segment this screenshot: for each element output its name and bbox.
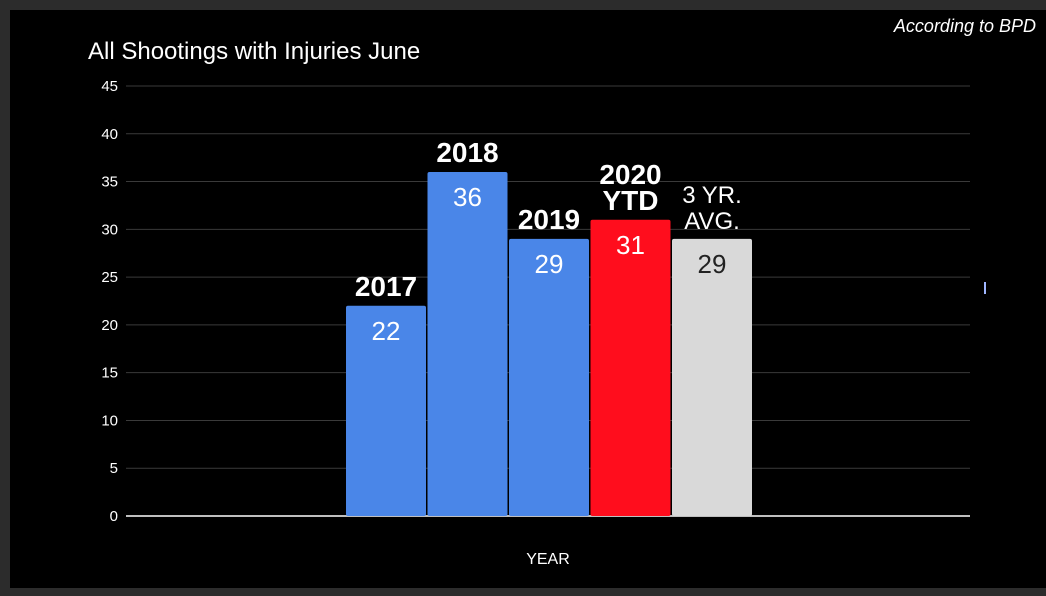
bar [672,238,752,516]
y-tick-label: 5 [110,460,118,477]
bar-value-label: 36 [453,182,482,212]
y-tick-label: 15 [101,365,118,382]
y-tick-label: 10 [101,412,118,429]
bar-category-label: 2017 [355,271,417,302]
bar [590,219,671,516]
bars [346,172,752,516]
y-tick-label: 40 [101,126,118,143]
bar-category-label: YTD [603,185,659,216]
bar-category-label: 2020 [599,159,661,190]
bar-value-label: 29 [535,249,564,279]
text-cursor-icon [984,282,986,294]
bar-category-label: 2018 [436,137,498,168]
chart-title: All Shootings with Injuries June [88,38,421,65]
bar-value-label: 29 [698,249,727,279]
bar [346,305,426,516]
bar [427,172,508,516]
x-axis-label: YEAR [526,551,570,568]
y-tick-label: 35 [101,174,118,191]
bar-category-label: 2019 [518,204,580,235]
bar-category-label: AVG. [684,208,740,235]
bar-value-label: 22 [372,316,401,346]
bar-category-label: 3 YR. [682,182,742,209]
y-tick-label: 30 [101,221,118,238]
y-tick-label: 0 [110,508,118,525]
bar [509,238,589,516]
y-tick-label: 20 [101,317,118,334]
bar-value-label: 31 [616,230,645,260]
source-note: According to BPD [893,16,1036,36]
y-axis-ticks: 0 5 10 15 20 25 30 35 40 45 [101,78,118,525]
y-tick-label: 45 [101,78,118,95]
y-tick-label: 25 [101,269,118,286]
